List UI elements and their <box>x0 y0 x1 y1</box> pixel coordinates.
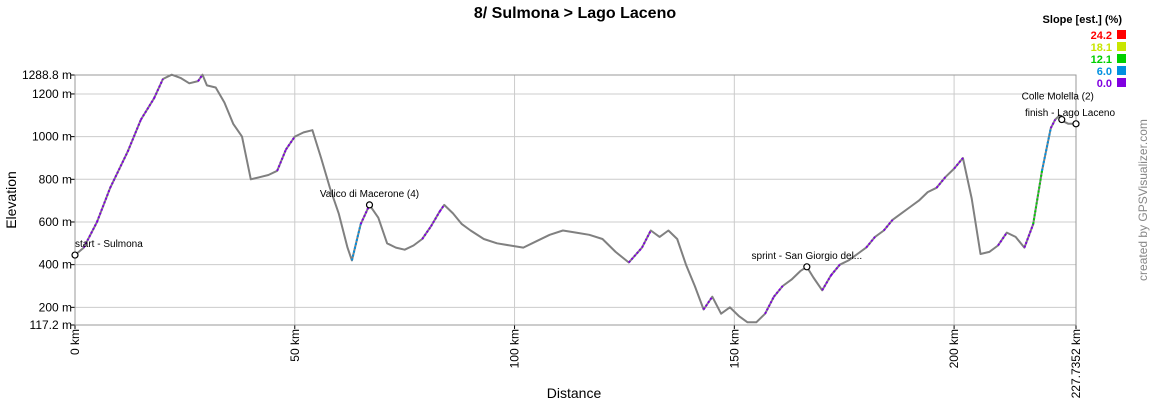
legend-swatch <box>1117 42 1126 51</box>
waypoint-label: sprint - San Giorgio del... <box>752 251 863 262</box>
x-tick-label: 50 km <box>288 329 302 362</box>
slope-segment <box>285 136 296 150</box>
slope-segment <box>126 119 142 152</box>
slope-segment <box>197 74 204 82</box>
y-axis-label: Elevation <box>3 171 19 229</box>
waypoints: start - Sulmona Valico di Macerone (4) spr… <box>71 92 1116 271</box>
slope-segment <box>997 232 1008 247</box>
y-tick-label: 400 m <box>39 258 72 272</box>
legend-swatch <box>1117 30 1126 39</box>
slope-segment <box>628 246 643 264</box>
legend-swatch <box>1117 78 1126 87</box>
legend-entry-label: 18.1 <box>1091 42 1112 54</box>
x-tick-label: 200 km <box>947 329 961 368</box>
waypoint-marker <box>71 251 79 259</box>
slope-segment <box>641 230 652 249</box>
chart-title: 8/ Sulmona > Lago Laceno <box>474 5 676 22</box>
legend-entry-label: 24.2 <box>1091 30 1112 42</box>
slope-legend: Slope [est.] (%) 24.218.112.16.00.0 <box>1043 14 1126 90</box>
grid <box>71 74 1077 329</box>
legend-entry-label: 0.0 <box>1097 78 1112 90</box>
credit-text: created by GPSVisualizer.com <box>1136 119 1150 281</box>
y-tick-label: 800 m <box>39 172 72 186</box>
y-tick-labels: 117.2 m 200 m 400 m 600 m 800 m 1000 m 1200 m 1… <box>22 68 72 332</box>
elevation-line <box>74 73 1076 324</box>
x-tick-label: 150 km <box>727 329 741 368</box>
legend-swatch <box>1117 54 1126 63</box>
legend-entry-label: 12.1 <box>1091 54 1112 66</box>
waypoint-marker <box>1072 120 1080 128</box>
slope-segment <box>430 210 441 227</box>
y-tick-label: 117.2 m <box>30 318 72 332</box>
slope-segment <box>109 151 129 189</box>
legend-title: Slope [est.] (%) <box>1043 14 1123 26</box>
slope-segment <box>82 221 98 249</box>
slope-segment <box>153 78 164 99</box>
slope-segment <box>438 204 446 212</box>
y-tick-label: 200 m <box>39 300 72 314</box>
plot-frame <box>74 74 1077 326</box>
slope-segment <box>702 296 714 311</box>
slope-segment <box>421 225 432 240</box>
x-tick-label: 100 km <box>508 329 522 368</box>
legend-swatch <box>1117 66 1126 75</box>
waypoint-label: finish - Lago Laceno <box>1025 108 1116 119</box>
y-tick-label: 1200 m <box>32 87 72 101</box>
waypoint-label: Colle Molella (2) <box>1022 92 1094 103</box>
x-tick-labels: 0 km 50 km 100 km 150 km 200 km 227.7352 km <box>68 329 1083 398</box>
legend-entry-label: 6.0 <box>1097 66 1112 78</box>
waypoint-marker <box>365 201 374 209</box>
slope-segment <box>1032 170 1043 225</box>
slope-segment <box>821 274 832 291</box>
waypoint-label: start - Sulmona <box>75 239 143 250</box>
waypoint-marker <box>803 263 811 271</box>
x-tick-label: 0 km <box>68 329 82 355</box>
elevation-series <box>74 73 1076 324</box>
x-axis-label: Distance <box>547 385 602 400</box>
y-tick-label: 1000 m <box>32 130 72 144</box>
waypoint-marker <box>1058 115 1066 124</box>
slope-segment <box>140 97 155 121</box>
y-tick-label: 1288.8 m <box>22 68 72 82</box>
y-tick-label: 600 m <box>39 215 72 229</box>
waypoint-label: Valico di Macerone (4) <box>320 189 419 200</box>
slope-segment <box>1049 119 1057 129</box>
slope-segment <box>1041 127 1052 171</box>
x-tick-label: 227.7352 km <box>1069 329 1083 398</box>
slope-segment <box>764 296 775 315</box>
slope-segment <box>1023 223 1035 248</box>
